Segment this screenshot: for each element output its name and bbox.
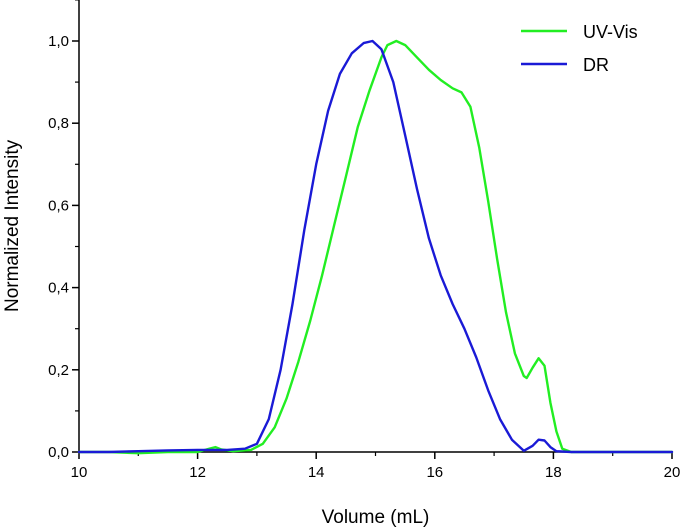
x-tick-label: 10: [71, 464, 88, 481]
y-tick-label: 0,2: [48, 362, 69, 379]
x-tick-label: 18: [545, 464, 562, 481]
x-tick-label: 16: [426, 464, 443, 481]
x-tick-label: 20: [664, 464, 681, 481]
legend: UV-Vis DR: [521, 22, 638, 75]
series-line-dr: [77, 39, 674, 454]
x-tick-label: 12: [189, 464, 206, 481]
y-axis-title: Normalized Intensity: [2, 139, 23, 312]
ticks: 10 12 14 16 18 20 0,0 0,2 0,4 0,6 0,8 1,0: [48, 0, 680, 481]
series-line-uv-vis: [77, 39, 674, 455]
y-tick-label: 1,0: [48, 33, 69, 50]
y-tick-label: 0,4: [48, 280, 69, 297]
y-tick-label: 0,6: [48, 197, 69, 214]
legend-label-uv-vis: UV-Vis: [583, 22, 638, 42]
x-axis-title: Volume (mL): [322, 507, 430, 528]
y-tick-label: 0,8: [48, 115, 69, 132]
y-tick-label: 0,0: [48, 444, 69, 461]
series-group: [77, 39, 674, 455]
legend-label-dr: DR: [583, 55, 609, 75]
x-tick-label: 14: [308, 464, 325, 481]
